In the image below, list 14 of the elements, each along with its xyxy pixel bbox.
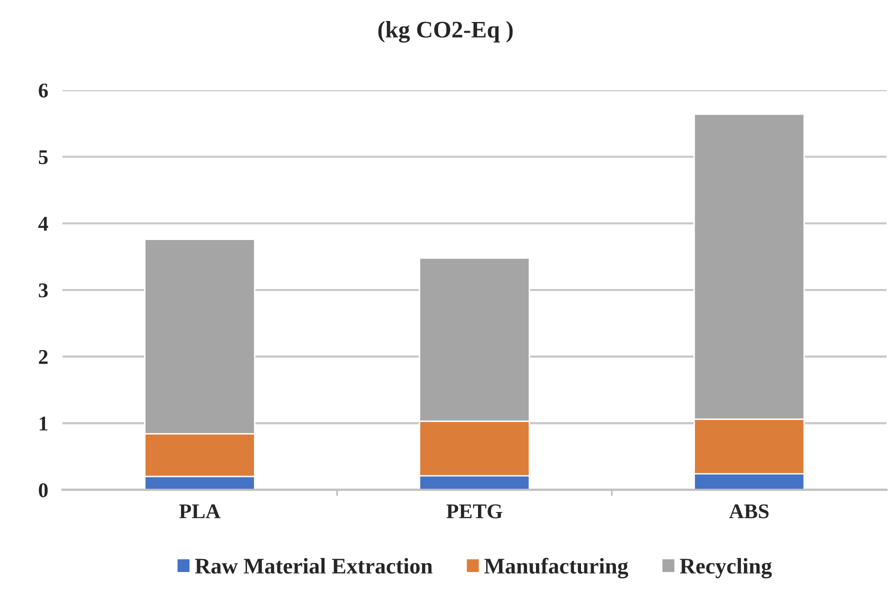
y-tick-label: 6 <box>38 84 48 98</box>
legend-label: Raw Material Extraction <box>195 558 432 574</box>
x-tick-label: PLA <box>179 504 220 518</box>
legend-label: Recycling <box>680 558 772 578</box>
x-tick-label: PETG <box>446 504 502 518</box>
y-tick-label: 4 <box>38 216 48 231</box>
y-tick-label: 0 <box>38 483 48 498</box>
chart-title: (kg CO2-Eq ) <box>378 21 513 43</box>
y-tick-label: 1 <box>40 416 48 430</box>
x-tick-label: ABS <box>729 504 769 518</box>
y-tick-label: 3 <box>38 283 48 298</box>
y-tick-label: 2 <box>38 350 48 364</box>
y-tick-label: 5 <box>38 150 48 164</box>
legend-label: Manufacturing <box>484 558 628 578</box>
